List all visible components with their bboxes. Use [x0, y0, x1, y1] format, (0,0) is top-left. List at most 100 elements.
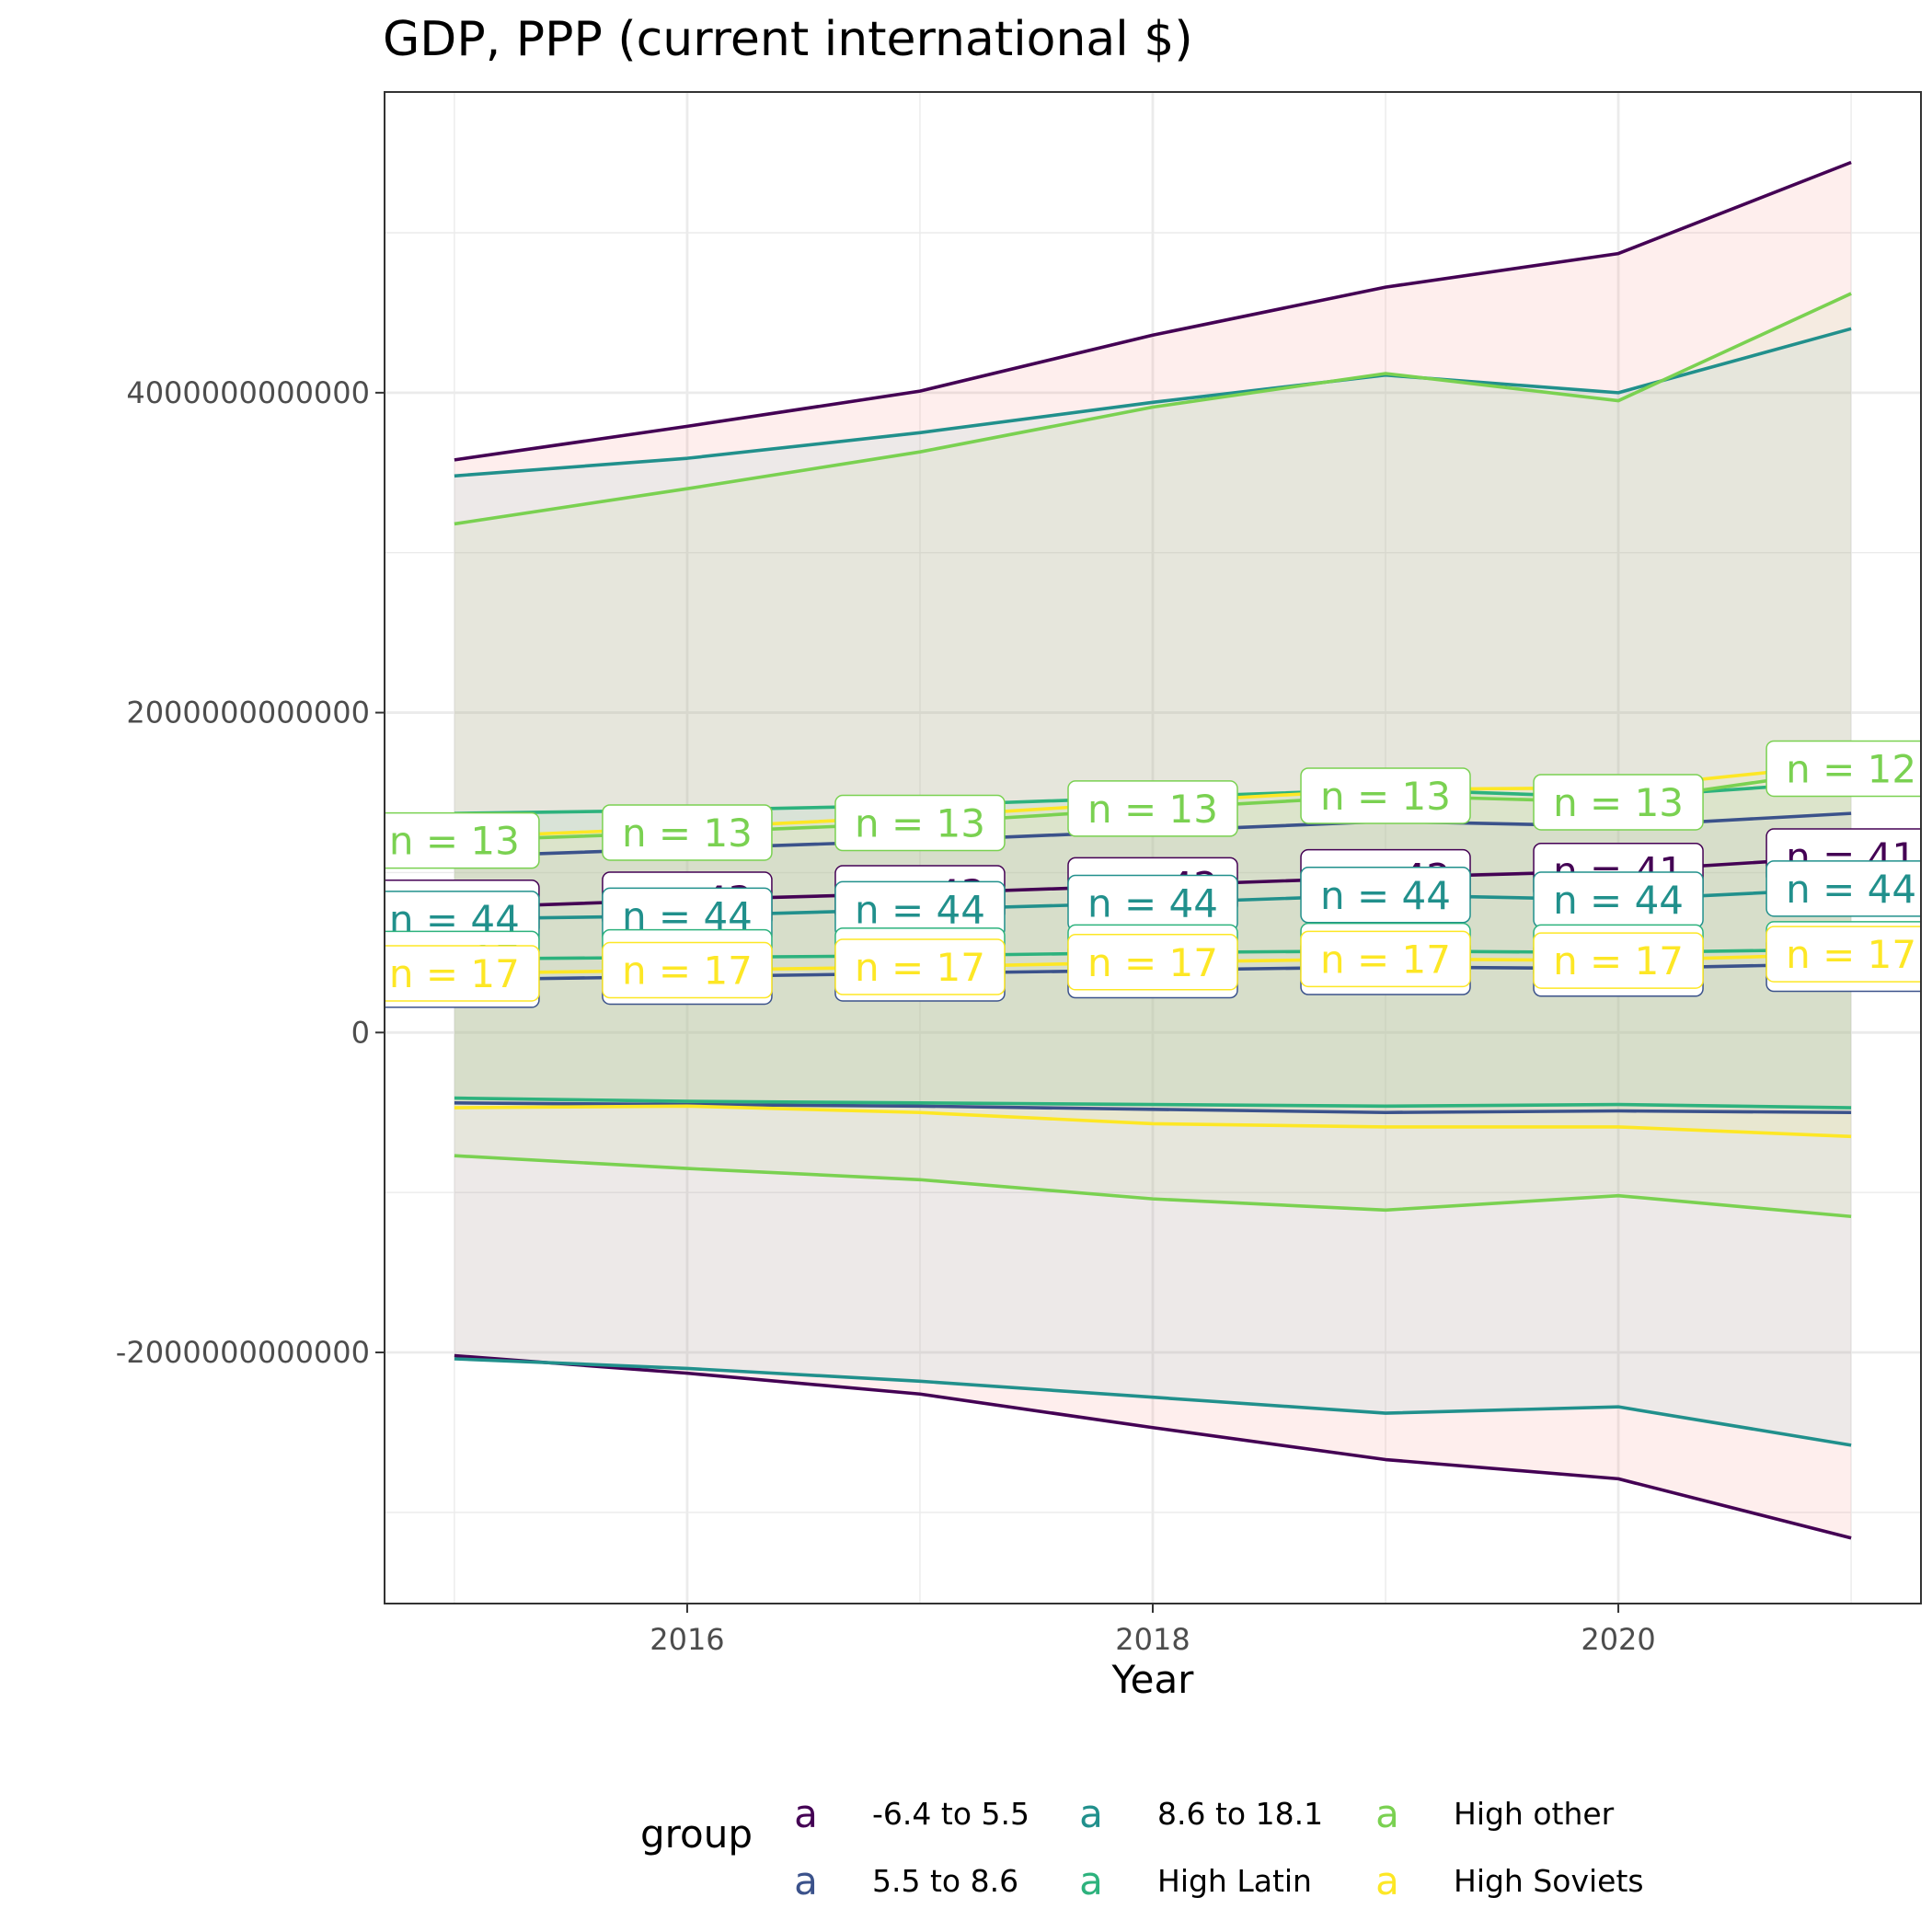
count-label: n = 13 — [1067, 780, 1238, 837]
legend-label: High Latin — [1157, 1863, 1312, 1899]
count-label-text: n = 12 — [1786, 746, 1916, 791]
x-tick-label: 2016 — [650, 1622, 724, 1657]
count-label-text: n = 17 — [1786, 932, 1916, 977]
legend-item: a High Soviets — [1375, 1858, 1643, 1903]
count-label: n = 44 — [834, 880, 1006, 938]
count-label-text: n = 17 — [1320, 937, 1451, 982]
count-label-box — [1067, 780, 1238, 837]
legend-key-glyph: a — [794, 1858, 818, 1903]
count-label-text: n = 44 — [1320, 873, 1451, 918]
legend-item: a 8.6 to 18.1 — [1079, 1791, 1323, 1836]
x-axis: 2016 2018 2020 — [650, 1604, 1656, 1657]
y-axis: -2000000000000 0 2000000000000 400000000000… — [116, 375, 385, 1370]
ribbon--6-4-to-5-5 — [454, 162, 1852, 1538]
legend-item: a High Latin — [1079, 1858, 1312, 1903]
legend-key-glyph: a — [1079, 1791, 1103, 1836]
legend-title: group — [640, 1811, 753, 1857]
y-tick-label: 0 — [351, 1015, 370, 1050]
count-label-box — [834, 794, 1006, 852]
count-label-box — [1300, 930, 1471, 988]
count-label: n = 17 — [1765, 926, 1921, 983]
lower-line--6-4-to-5-5 — [454, 1353, 1852, 1540]
x-tick-label: 2020 — [1581, 1622, 1655, 1657]
legend-label: High Soviets — [1454, 1863, 1644, 1899]
count-label-text: n = 44 — [1087, 880, 1218, 926]
lower-line-high-soviets — [454, 1104, 1852, 1139]
count-label: n = 17 — [1300, 930, 1471, 988]
lower-line-high-latin — [454, 1096, 1852, 1110]
upper-line-high-other — [454, 292, 1852, 526]
count-label-box — [1533, 932, 1704, 989]
count-label-text: n = 44 — [1553, 878, 1684, 923]
legend-key-glyph: a — [1079, 1858, 1103, 1903]
count-label: n = 13 — [602, 804, 773, 861]
count-label-box — [385, 811, 540, 869]
count-label: n = 12 — [1765, 740, 1921, 798]
y-tick-label: -2000000000000 — [116, 1335, 370, 1370]
legend-items: a -6.4 to 5.5 a 5.5 to 8.6 a 8.6 to 18.1 a High… — [794, 1791, 1643, 1903]
count-label-text: n = 13 — [389, 819, 520, 864]
count-label: n = 44 — [1533, 871, 1704, 928]
lower-line-8-6-to-18-1 — [454, 1357, 1852, 1447]
legend-label: -6.4 to 5.5 — [872, 1796, 1029, 1832]
count-label: n = 17 — [602, 941, 773, 999]
count-label: n = 44 — [1765, 860, 1921, 917]
ribbon-layer — [454, 162, 1852, 1538]
count-label-box — [1300, 767, 1471, 824]
count-label: n = 17 — [1067, 934, 1238, 991]
y-tick-label: 2000000000000 — [126, 696, 370, 730]
plot-panel: n = 43n = 43n = 43n = 42n = 42n = 41n = … — [384, 91, 1922, 1604]
legend-label: High other — [1454, 1796, 1615, 1832]
count-label-box — [1067, 934, 1238, 991]
x-axis-title: Year — [1111, 1657, 1195, 1702]
count-label: n = 44 — [1300, 867, 1471, 924]
count-label: n = 44 — [1067, 874, 1238, 932]
count-label-text: n = 17 — [1087, 940, 1218, 985]
count-label-text: n = 17 — [389, 951, 520, 996]
count-label-text: n = 13 — [1553, 780, 1684, 825]
count-label: n = 17 — [385, 945, 540, 1002]
count-label: n = 13 — [834, 794, 1006, 852]
upper-line-8-6-to-18-1 — [454, 327, 1852, 478]
legend-item: a High other — [1375, 1791, 1615, 1836]
count-label-box — [602, 941, 773, 999]
legend: group a -6.4 to 5.5 a 5.5 to 8.6 a 8.6 to 18.… — [640, 1791, 1644, 1903]
lower-line-high-other — [454, 1154, 1852, 1219]
ribbon-high-other — [454, 293, 1852, 1217]
count-label-text: n = 13 — [1087, 787, 1218, 832]
count-label-box — [834, 938, 1006, 995]
count-label-text: n = 13 — [855, 801, 985, 846]
count-label: n = 17 — [834, 938, 1006, 995]
legend-label: 5.5 to 8.6 — [872, 1863, 1018, 1899]
count-label-box — [1765, 926, 1921, 983]
count-label-box — [1765, 860, 1921, 917]
upper-line--6-4-to-5-5 — [454, 160, 1852, 462]
count-label-box — [385, 945, 540, 1002]
legend-item: a -6.4 to 5.5 — [794, 1791, 1029, 1836]
legend-key-glyph: a — [1375, 1858, 1399, 1903]
count-label-text: n = 44 — [855, 887, 985, 932]
legend-key-glyph: a — [1375, 1791, 1399, 1836]
count-label-text: n = 17 — [855, 945, 985, 990]
legend-item: a 5.5 to 8.6 — [794, 1858, 1018, 1903]
count-label-box — [602, 804, 773, 861]
y-tick-label: 4000000000000 — [126, 375, 370, 410]
legend-label: 8.6 to 18.1 — [1157, 1796, 1323, 1832]
count-label-text: n = 44 — [1786, 867, 1916, 912]
count-label-text: n = 17 — [622, 949, 753, 994]
x-tick-label: 2018 — [1115, 1622, 1190, 1657]
label-layer: n = 43n = 43n = 43n = 42n = 42n = 41n = … — [385, 740, 1921, 1008]
legend-key-glyph: a — [794, 1791, 818, 1836]
count-label: n = 13 — [1533, 774, 1704, 831]
count-label-text: n = 17 — [1553, 938, 1684, 983]
count-label-text: n = 13 — [622, 811, 753, 856]
count-label-text: n = 13 — [1320, 774, 1451, 819]
count-label-box — [1300, 867, 1471, 924]
count-label: n = 17 — [1533, 932, 1704, 989]
count-label: n = 13 — [385, 811, 540, 869]
chart-title: GDP, PPP (current international $) — [383, 12, 1193, 67]
count-label: n = 13 — [1300, 767, 1471, 824]
count-label-box — [1533, 774, 1704, 831]
count-label-box — [1765, 740, 1921, 798]
